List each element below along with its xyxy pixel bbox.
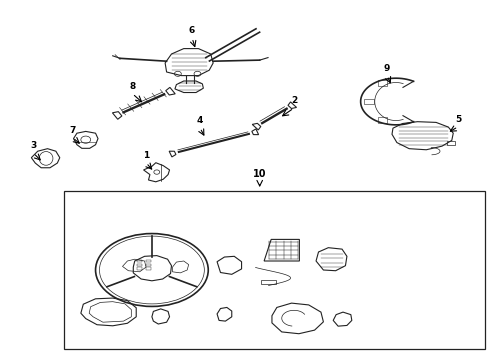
Text: 7: 7 bbox=[69, 126, 76, 135]
Bar bbox=[137, 267, 142, 270]
Text: 5: 5 bbox=[455, 115, 461, 124]
Bar bbox=[146, 260, 151, 262]
Bar bbox=[64, 191, 485, 349]
Text: 2: 2 bbox=[291, 96, 297, 105]
Text: 1: 1 bbox=[143, 151, 149, 160]
Bar bbox=[137, 260, 142, 262]
Text: 8: 8 bbox=[129, 82, 135, 91]
Bar bbox=[146, 267, 151, 270]
Bar bbox=[146, 264, 151, 266]
Text: 6: 6 bbox=[189, 26, 195, 35]
Text: 4: 4 bbox=[196, 116, 203, 125]
Bar bbox=[137, 264, 142, 266]
Text: 10: 10 bbox=[253, 169, 267, 179]
Text: 3: 3 bbox=[30, 141, 36, 150]
Text: 9: 9 bbox=[384, 64, 391, 73]
